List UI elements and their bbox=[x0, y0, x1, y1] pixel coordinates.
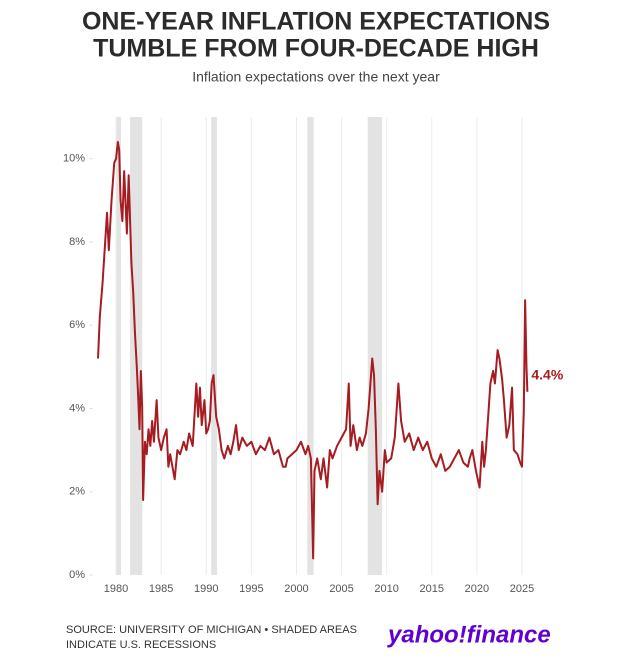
y-tick-label: 6% bbox=[69, 319, 85, 331]
plot-area: 1980 1985 1990 1995 2000 2005 2010 2015 2020 2025… bbox=[63, 117, 564, 595]
x-tick-label: 2000 bbox=[284, 583, 308, 595]
x-tick-label: 2020 bbox=[465, 583, 489, 595]
x-tick-label: 2025 bbox=[510, 583, 534, 595]
x-tick-label: 1990 bbox=[194, 583, 218, 595]
y-tick-label: 4% bbox=[69, 402, 85, 414]
y-tick-label: 2% bbox=[69, 486, 85, 498]
x-tick-label: 2010 bbox=[374, 583, 398, 595]
y-tick-label: 8% bbox=[69, 236, 85, 248]
chart-title: ONE-YEAR INFLATION EXPECTATIONS bbox=[82, 8, 550, 36]
source-note: INDICATE U.S. RECESSIONS bbox=[66, 639, 216, 651]
source-note: SOURCE: UNIVERSITY OF MICHIGAN • SHADED … bbox=[66, 624, 357, 636]
recession-band bbox=[211, 117, 218, 575]
y-tick-label: 0% bbox=[69, 569, 85, 581]
chart-subtitle: Inflation expectations over the next yea… bbox=[192, 69, 440, 85]
logo: yahoo!finance bbox=[387, 621, 551, 648]
x-tick-label: 1980 bbox=[104, 583, 128, 595]
x-tick-label: 2015 bbox=[420, 583, 444, 595]
end-label: 4.4% bbox=[531, 367, 563, 383]
x-tick-label: 1985 bbox=[149, 583, 173, 595]
y-tick-label: 10% bbox=[63, 153, 85, 165]
recession-band bbox=[367, 117, 383, 575]
x-tick-label: 1995 bbox=[239, 583, 263, 595]
recession-band bbox=[307, 117, 314, 575]
chart-title: TUMBLE FROM FOUR-DECADE HIGH bbox=[93, 35, 539, 63]
series-line bbox=[97, 140, 529, 560]
recession-band bbox=[116, 117, 122, 575]
x-tick-label: 2005 bbox=[329, 583, 353, 595]
